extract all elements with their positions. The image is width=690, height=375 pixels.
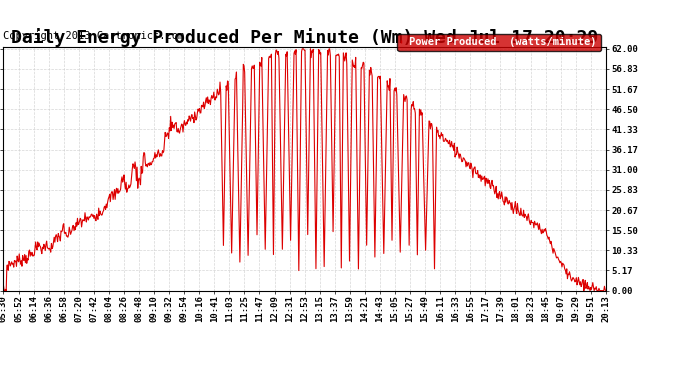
Title: Daily Energy Produced Per Minute (Wm) Wed Jul 17 20:29: Daily Energy Produced Per Minute (Wm) We… — [11, 28, 598, 47]
Text: Copyright 2013 Cartronics.com: Copyright 2013 Cartronics.com — [3, 31, 185, 41]
Legend: Power Produced  (watts/minute): Power Produced (watts/minute) — [397, 34, 600, 51]
